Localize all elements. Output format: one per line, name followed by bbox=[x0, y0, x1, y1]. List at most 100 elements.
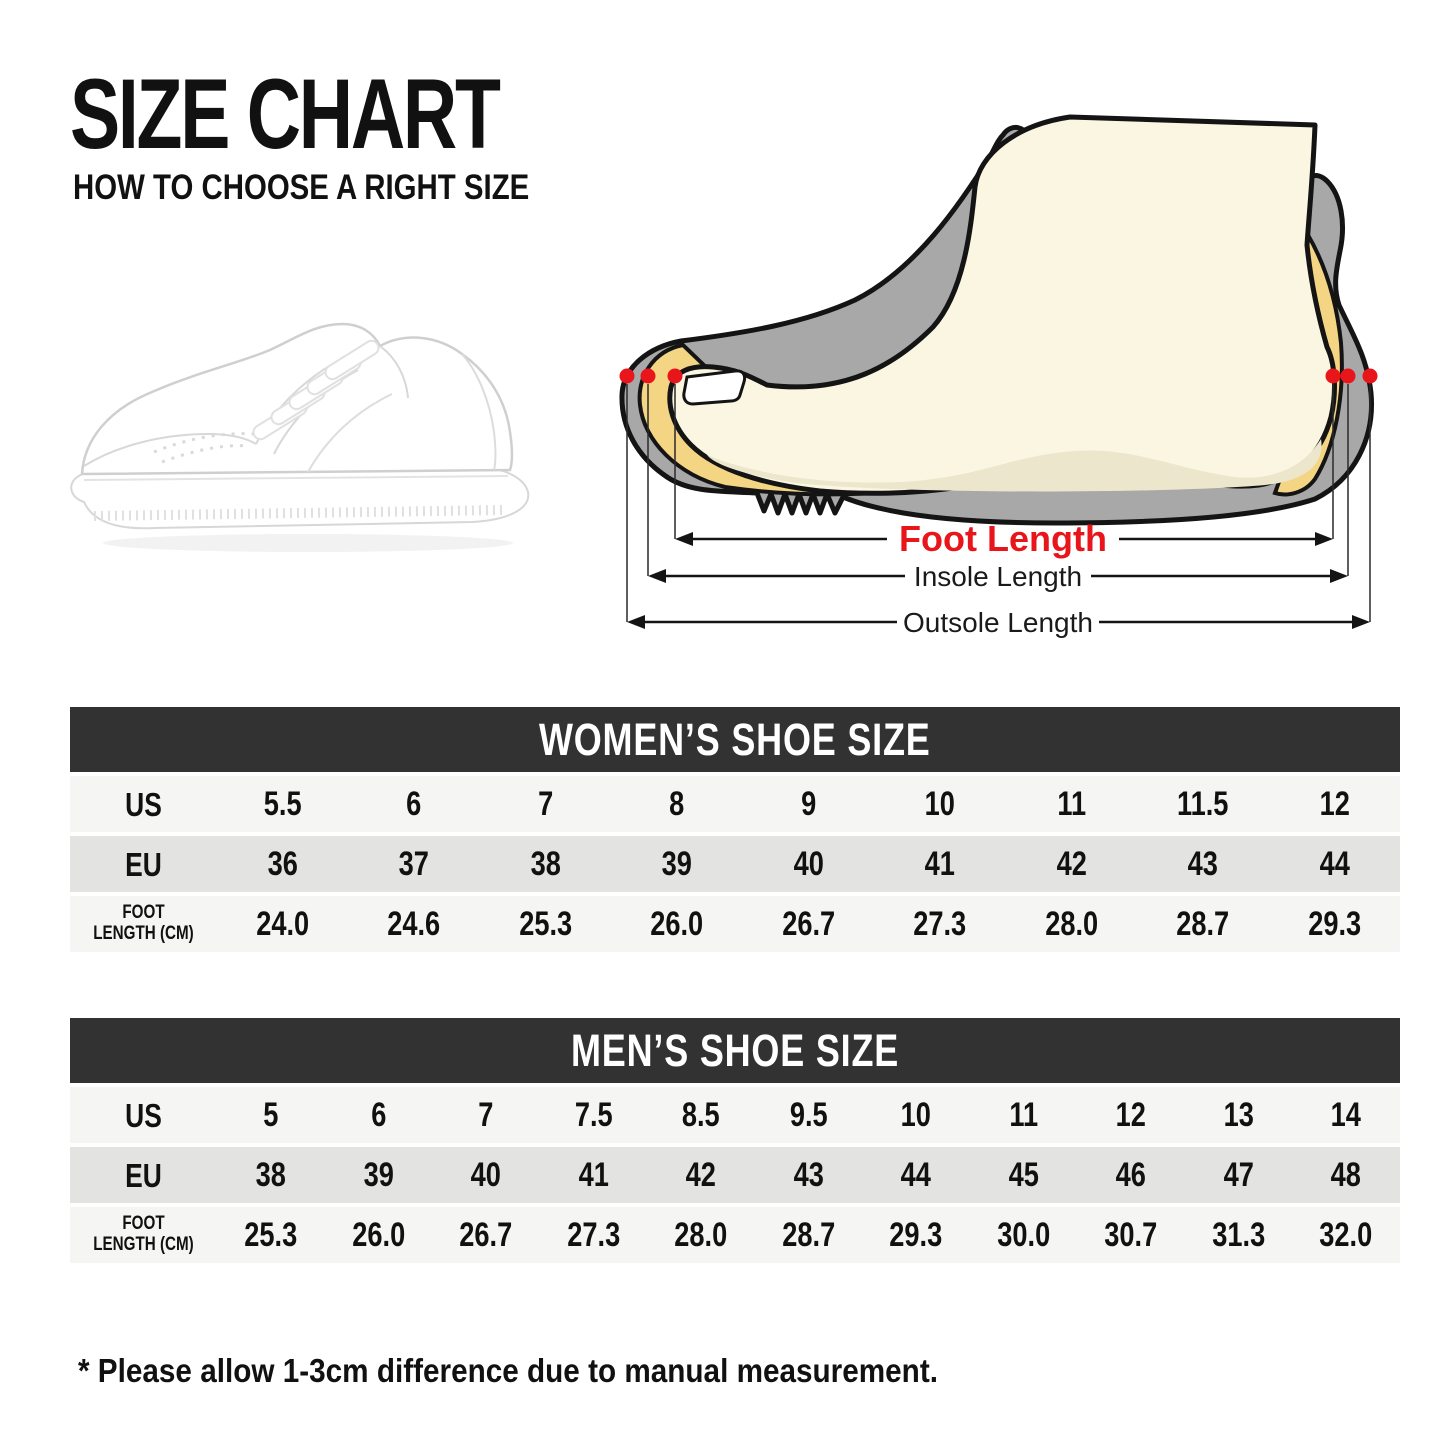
page-title: SIZE CHART bbox=[70, 58, 501, 169]
womens-table-title: WOMEN’S SHOE SIZE bbox=[539, 714, 931, 765]
womens-size-table: WOMEN’S SHOE SIZE US 5.5 6 7 8 9 10 11 1… bbox=[70, 707, 1400, 952]
size-cell: 30.0 bbox=[997, 1215, 1051, 1254]
arrowheads bbox=[627, 532, 1370, 629]
row-label-text: US bbox=[125, 785, 162, 823]
size-cell: 28.0 bbox=[1044, 904, 1098, 943]
mens-size-table: MEN’S SHOE SIZE US 5 6 7 7.5 8.5 9.5 10 … bbox=[70, 1018, 1400, 1263]
row-label-text: LENGTH (CM) bbox=[93, 1234, 194, 1255]
mens-table-header: MEN’S SHOE SIZE bbox=[70, 1018, 1400, 1083]
size-cell: 5.5 bbox=[263, 784, 302, 823]
size-cell: 7 bbox=[538, 784, 554, 823]
size-cell: 9.5 bbox=[789, 1095, 828, 1134]
size-cell: 6 bbox=[406, 784, 422, 823]
size-cell: 39 bbox=[363, 1155, 394, 1194]
size-cell: 9 bbox=[800, 784, 817, 823]
size-cell: 11.5 bbox=[1177, 784, 1229, 823]
quarter-panel-seam bbox=[307, 393, 393, 473]
size-cell: 38 bbox=[255, 1155, 286, 1194]
size-cell: 40 bbox=[793, 844, 824, 883]
size-cell: 28.7 bbox=[1176, 904, 1230, 943]
heel-cap-seam bbox=[461, 353, 497, 471]
outsole-length-label: Outsole Length bbox=[903, 607, 1093, 638]
row-label: US bbox=[85, 788, 203, 821]
size-cell: 30.7 bbox=[1104, 1215, 1158, 1254]
shoelaces bbox=[252, 339, 380, 441]
row-label: US bbox=[85, 1099, 203, 1132]
size-cell: 41 bbox=[578, 1155, 609, 1194]
size-cell: 14 bbox=[1331, 1095, 1362, 1134]
row-label: FOOT LENGTH (CM) bbox=[85, 1213, 203, 1256]
foot-measurement-diagram: Foot Length Insole Length Outsole Length bbox=[619, 114, 1378, 638]
size-cell: 44 bbox=[1319, 844, 1350, 883]
size-cell: 38 bbox=[530, 844, 561, 883]
size-cell: 48 bbox=[1331, 1155, 1362, 1194]
toe-perforations bbox=[153, 432, 255, 454]
size-cell: 26.7 bbox=[459, 1215, 513, 1254]
foot-length-label: Foot Length bbox=[899, 518, 1107, 559]
table-row-eu: EU 36 37 38 39 40 41 42 43 44 bbox=[70, 836, 1400, 892]
size-cell: 41 bbox=[924, 844, 956, 883]
size-cell: 24.6 bbox=[387, 904, 441, 943]
size-cell: 27.3 bbox=[913, 904, 967, 943]
toe-perforations bbox=[161, 444, 251, 464]
size-cell: 8.5 bbox=[682, 1095, 720, 1134]
row-label-text: FOOT bbox=[122, 1213, 165, 1235]
size-cell: 37 bbox=[399, 844, 430, 883]
size-cell: 39 bbox=[661, 844, 693, 883]
size-cell: 44 bbox=[900, 1155, 932, 1194]
size-cell: 7 bbox=[478, 1095, 494, 1134]
toenail bbox=[682, 369, 747, 406]
womens-table-header: WOMEN’S SHOE SIZE bbox=[70, 707, 1400, 772]
foot-shading bbox=[707, 439, 1322, 492]
size-cell: 46 bbox=[1116, 1155, 1147, 1194]
row-label-text: EU bbox=[125, 845, 162, 883]
size-cell: 12 bbox=[1319, 784, 1350, 823]
mens-table-title: MEN’S SHOE SIZE bbox=[570, 1025, 900, 1076]
size-cell: 26.0 bbox=[351, 1215, 405, 1254]
size-cell: 43 bbox=[793, 1155, 824, 1194]
size-cell: 26.0 bbox=[650, 904, 704, 943]
row-label: FOOT LENGTH (CM) bbox=[85, 902, 203, 945]
size-cell: 42 bbox=[685, 1155, 717, 1194]
size-cell: 11 bbox=[1056, 784, 1086, 823]
size-cell: 8 bbox=[669, 784, 685, 823]
measure-arrows bbox=[641, 537, 1354, 624]
size-cell: 32.0 bbox=[1319, 1215, 1373, 1254]
size-cell: 10 bbox=[924, 784, 956, 823]
sneaker-product-image bbox=[70, 322, 530, 552]
size-cell: 45 bbox=[1008, 1155, 1039, 1194]
size-cell: 24.0 bbox=[256, 904, 310, 943]
size-cell: 28.0 bbox=[674, 1215, 728, 1254]
measurement-guide-lines bbox=[626, 384, 1371, 622]
red-marker-dots bbox=[619, 368, 1378, 384]
size-cell: 12 bbox=[1116, 1095, 1147, 1134]
size-cell: 25.3 bbox=[519, 904, 573, 943]
size-cell: 10 bbox=[900, 1095, 932, 1134]
size-cell: 31.3 bbox=[1212, 1215, 1266, 1254]
size-cell: 13 bbox=[1223, 1095, 1254, 1134]
table-row-foot-length: FOOT LENGTH (CM) 25.3 26.0 26.7 27.3 28.… bbox=[70, 1207, 1400, 1263]
row-label-text: US bbox=[125, 1096, 162, 1134]
size-cell: 47 bbox=[1223, 1155, 1254, 1194]
toe-cap-seam bbox=[83, 432, 257, 467]
size-cell: 29.3 bbox=[1307, 904, 1361, 943]
size-cell: 40 bbox=[470, 1155, 501, 1194]
size-cell: 28.7 bbox=[782, 1215, 835, 1254]
size-cell: 43 bbox=[1187, 844, 1218, 883]
midsole-line bbox=[83, 475, 509, 481]
table-row-us: US 5.5 6 7 8 9 10 11 11.5 12 bbox=[70, 776, 1400, 832]
size-cell: 42 bbox=[1056, 844, 1087, 883]
size-cell: 29.3 bbox=[889, 1215, 943, 1254]
table-row-us: US 5 6 7 7.5 8.5 9.5 10 11 12 13 14 bbox=[70, 1087, 1400, 1143]
foot-shape bbox=[667, 114, 1337, 496]
row-label-text: EU bbox=[125, 1156, 162, 1194]
collar-seam bbox=[379, 345, 409, 399]
measurement-disclaimer: * Please allow 1-3cm difference due to m… bbox=[78, 1352, 938, 1389]
size-cell: 36 bbox=[267, 844, 298, 883]
shoe-shadow bbox=[103, 534, 513, 552]
insole-length-label: Insole Length bbox=[914, 561, 1082, 592]
row-label-text: FOOT bbox=[122, 902, 165, 924]
table-row-eu: EU 38 39 40 41 42 43 44 45 46 47 48 bbox=[70, 1147, 1400, 1203]
size-cell: 6 bbox=[370, 1095, 386, 1134]
size-cell: 7.5 bbox=[574, 1095, 613, 1134]
